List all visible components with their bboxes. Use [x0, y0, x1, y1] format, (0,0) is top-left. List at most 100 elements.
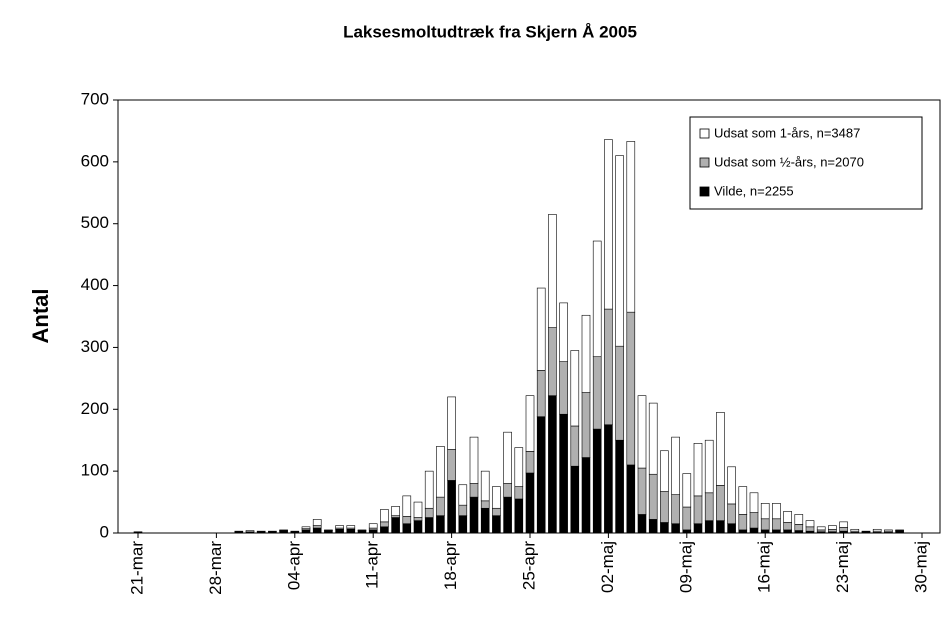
- bar-segment: [637, 467, 647, 515]
- bar-segment: [346, 525, 356, 529]
- bar-segment: [436, 446, 445, 498]
- bar-segment: [581, 457, 591, 534]
- bar-segment: [514, 498, 524, 534]
- x-tick-label: 02-maj: [598, 541, 617, 593]
- bar-segment: [525, 451, 535, 474]
- bar-segment: [783, 522, 792, 531]
- bar-segment: [492, 515, 501, 534]
- bar-segment: [469, 496, 479, 534]
- bar-segment: [805, 526, 815, 532]
- bar-segment: [716, 412, 725, 486]
- bar-segment: [536, 370, 546, 418]
- bar-segment: [447, 480, 456, 534]
- bar-segment: [615, 155, 624, 347]
- bar-segment: [503, 431, 512, 484]
- bar-segment: [648, 519, 658, 534]
- y-tick-label: 200: [81, 399, 109, 418]
- legend-swatch: [699, 157, 710, 168]
- bar-segment: [828, 525, 837, 530]
- y-tick-label: 700: [81, 89, 109, 108]
- bar-segment: [559, 361, 568, 415]
- legend-swatch: [699, 186, 710, 197]
- x-tick-label: 04-apr: [284, 541, 303, 590]
- bar-segment: [760, 529, 770, 534]
- bar-segment: [559, 302, 568, 362]
- legend-label: Vilde, n=2255: [714, 183, 794, 198]
- bar-segment: [514, 447, 524, 487]
- bar-segment: [368, 523, 378, 529]
- bar-segment: [794, 514, 804, 525]
- bar-segment: [749, 527, 759, 534]
- bar-segment: [772, 503, 781, 520]
- x-tick-label: 23-maj: [833, 541, 852, 593]
- bar-segment: [335, 525, 344, 529]
- bar-segment: [525, 472, 535, 534]
- bar-segment: [772, 529, 781, 534]
- bar-segment: [637, 395, 647, 469]
- bar-segment: [783, 529, 792, 534]
- chart-title: Laksesmoltudtræk fra Skjern Å 2005: [343, 22, 637, 41]
- bar-segment: [772, 518, 781, 531]
- bar-segment: [402, 495, 412, 517]
- bar-segment: [458, 515, 468, 534]
- bar-segment: [469, 436, 479, 484]
- bar-segment: [895, 529, 904, 531]
- bar-segment: [648, 473, 658, 520]
- bar-segment: [424, 470, 434, 509]
- bar-segment: [671, 523, 680, 534]
- bar-segment: [581, 392, 591, 458]
- x-tick-label: 09-maj: [676, 541, 695, 593]
- bar-segment: [704, 439, 714, 494]
- bar-segment: [413, 501, 423, 518]
- bar-segment: [716, 485, 725, 521]
- bar-segment: [312, 519, 322, 526]
- bar-segment: [570, 350, 580, 427]
- bar-segment: [391, 517, 400, 534]
- bar-segment: [738, 529, 748, 534]
- y-tick-label: 400: [81, 275, 109, 294]
- bar-segment: [760, 503, 770, 520]
- bar-segment: [671, 436, 680, 495]
- bar-segment: [794, 530, 804, 534]
- bar-segment: [234, 530, 244, 533]
- bar-segment: [738, 486, 748, 515]
- bar-segment: [749, 512, 759, 529]
- bar-segment: [660, 491, 669, 523]
- bar-segment: [682, 506, 692, 531]
- bar-segment: [884, 529, 893, 532]
- bar-segment: [727, 523, 736, 534]
- bar-segment: [828, 528, 837, 533]
- bar-segment: [480, 507, 490, 534]
- bar-segment: [256, 530, 266, 533]
- y-tick-label: 300: [81, 337, 109, 356]
- bar-segment: [368, 529, 378, 534]
- bar-segment: [682, 529, 692, 534]
- bar-segment: [536, 287, 546, 371]
- bar-segment: [604, 308, 613, 426]
- bar-segment: [693, 495, 703, 525]
- bar-segment: [380, 526, 389, 534]
- legend-label: Udsat som 1-års, n=3487: [714, 125, 860, 140]
- bar-segment: [548, 327, 557, 396]
- bar-segment: [548, 395, 557, 534]
- y-tick-label: 100: [81, 461, 109, 480]
- bar-segment: [133, 531, 143, 534]
- bar-segment: [816, 526, 826, 531]
- bar-segment: [682, 473, 692, 508]
- bar-segment: [660, 450, 669, 492]
- bar-segment: [604, 424, 613, 534]
- bar-segment: [805, 520, 815, 528]
- bar-segment: [693, 443, 703, 497]
- bar-segment: [346, 528, 356, 534]
- y-tick-label: 600: [81, 151, 109, 170]
- x-tick-label: 30-maj: [911, 541, 930, 593]
- bar-segment: [839, 521, 848, 528]
- bar-segment: [592, 356, 602, 430]
- bar-segment: [301, 529, 311, 534]
- bar-segment: [447, 449, 456, 481]
- bar-segment: [626, 311, 636, 466]
- bar-segment: [727, 466, 736, 505]
- bar-segment: [615, 439, 624, 534]
- bar-segment: [548, 214, 557, 328]
- bar-segment: [738, 514, 748, 531]
